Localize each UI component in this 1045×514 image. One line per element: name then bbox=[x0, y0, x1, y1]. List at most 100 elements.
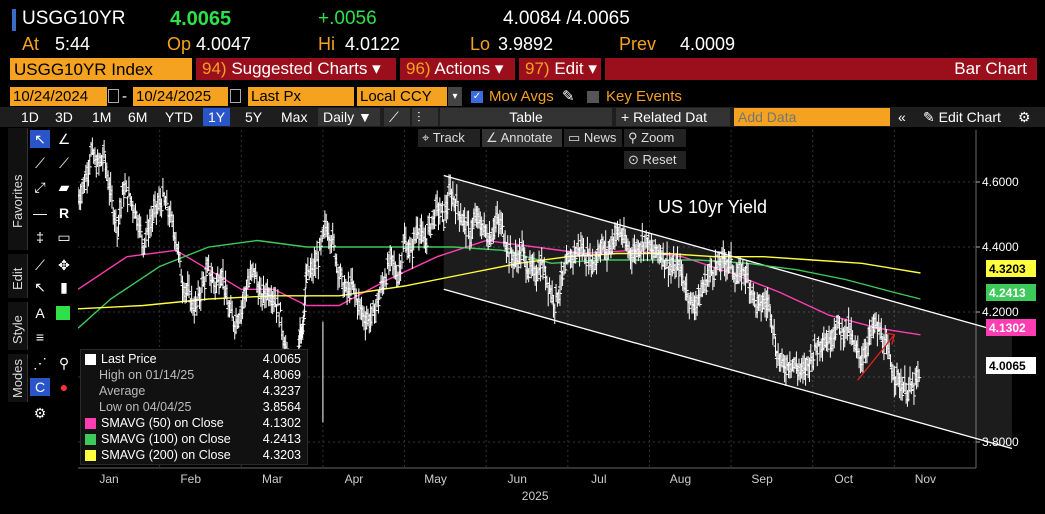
tab-style[interactable]: Style bbox=[8, 302, 28, 350]
y-tick-label: 3.8000 bbox=[982, 435, 1019, 449]
price-change: +.0056 bbox=[318, 8, 377, 29]
x-tick-label: Jun bbox=[508, 472, 527, 486]
color-swatch[interactable] bbox=[56, 306, 70, 320]
trend-channel-lower bbox=[443, 288, 1013, 450]
trendline-icon[interactable]: ⟋ bbox=[35, 155, 45, 171]
value-tag bbox=[986, 284, 1036, 301]
rectangle-icon[interactable]: ▭ bbox=[57, 229, 71, 245]
chart-title: US 10yr Yield bbox=[658, 197, 767, 217]
mov-avgs-checkbox[interactable]: ✓ bbox=[471, 91, 483, 103]
track-button[interactable]: ⌖ Track bbox=[418, 129, 480, 147]
x-tick-label: May bbox=[424, 472, 447, 486]
legend-swatch bbox=[85, 450, 96, 461]
x-tick-label: Apr bbox=[345, 472, 364, 486]
zoom-button[interactable]: ⚲ Zoom bbox=[624, 129, 686, 147]
x-tick-label: Nov bbox=[915, 472, 936, 486]
table-button[interactable]: Table bbox=[440, 108, 612, 126]
x-tick-label: Feb bbox=[180, 472, 201, 486]
period-1y[interactable]: 1Y bbox=[203, 108, 231, 126]
pen-icon[interactable]: ∠ bbox=[57, 131, 71, 147]
key-events-checkbox[interactable] bbox=[587, 91, 599, 103]
period-1d[interactable]: 1D bbox=[21, 109, 39, 125]
last-price: 4.0065 bbox=[170, 8, 232, 30]
line-style-icon[interactable]: A bbox=[35, 305, 45, 321]
edit-menu[interactable]: 97) Edit ▾ bbox=[525, 59, 597, 78]
chevron-down-icon[interactable]: ▾ bbox=[448, 87, 462, 106]
edit-chart-button[interactable]: ✎ Edit Chart bbox=[923, 109, 1001, 125]
tab-edit[interactable]: Edit bbox=[8, 254, 28, 298]
value-tag-label: 4.2413 bbox=[989, 286, 1026, 300]
at-label: At bbox=[22, 34, 40, 54]
draw-icon[interactable]: ⟋ bbox=[35, 257, 45, 273]
move-icon[interactable]: ✥ bbox=[58, 257, 70, 273]
price-chart[interactable]: US 10yr Yield 4.6000 4.4000 4.2000 3.8000 4.3… bbox=[78, 128, 1045, 514]
text-tool-icon[interactable]: R bbox=[58, 205, 70, 221]
channel-icon[interactable]: ▰ bbox=[58, 179, 70, 195]
y-tick-label: 4.2000 bbox=[982, 305, 1019, 319]
actions-menu[interactable]: 96) Actions ▾ bbox=[406, 59, 504, 78]
series-line-smavg bbox=[78, 239, 921, 336]
gear-icon[interactable]: ⚙ bbox=[33, 405, 47, 421]
bar-chart-icon[interactable]: ⫶ bbox=[412, 108, 438, 126]
cursor-icon[interactable]: ↖ bbox=[30, 130, 50, 148]
reset-button[interactable]: ⊙ Reset bbox=[624, 151, 686, 169]
period-5y[interactable]: 5Y bbox=[245, 109, 263, 125]
low-label: Lo bbox=[470, 34, 491, 54]
collapse-icon[interactable]: « bbox=[898, 109, 906, 125]
ticker-marker bbox=[12, 9, 16, 31]
line-chart-icon[interactable]: ⟋ bbox=[384, 108, 410, 126]
legend-swatch bbox=[85, 434, 96, 445]
chart-legend: Last Price 4.0065 High on 01/14/25 4.806… bbox=[80, 349, 308, 465]
legend-high: High on 01/14/25 4.8069 bbox=[99, 368, 301, 382]
magnet-icon[interactable]: ⚲ bbox=[58, 355, 70, 371]
chart-toolbar: 1D 3D 1M 6M YTD 1Y 5Y Max Daily ▼ ⟋ ⫶ Ta… bbox=[0, 107, 1045, 127]
horizontal-line-icon[interactable]: — bbox=[33, 205, 47, 221]
news-button[interactable]: ▭ News bbox=[564, 129, 622, 147]
tab-modes[interactable]: Modes bbox=[8, 354, 28, 402]
line-weight-icon[interactable]: ≡ bbox=[35, 329, 45, 345]
trend-channel-fill bbox=[443, 175, 1012, 449]
open-value: 4.0047 bbox=[196, 34, 252, 54]
start-date-field[interactable]: 10/24/2024 bbox=[10, 87, 107, 106]
gear-icon[interactable]: ⚙ bbox=[1018, 109, 1031, 125]
end-date-field[interactable]: 10/24/2025 bbox=[133, 87, 228, 106]
quote-header: USGG10YR 4.0065 +.0056 4.0084 /4.0065 bbox=[0, 6, 1045, 32]
chart-type-label[interactable]: Bar Chart bbox=[954, 59, 1027, 78]
period-max[interactable]: Max bbox=[281, 109, 308, 125]
legend-smavg-200: SMAVG (200) on Close 4.3203 bbox=[85, 448, 305, 464]
ticker[interactable]: USGG10YR bbox=[22, 8, 126, 29]
chart-canvas[interactable]: US 10yr Yield 4.6000 4.4000 4.2000 3.8000 4.3… bbox=[78, 128, 1045, 514]
x-tick-label: Mar bbox=[262, 472, 283, 486]
period-ytd[interactable]: YTD bbox=[165, 109, 193, 125]
trash-icon[interactable]: ▮ bbox=[60, 279, 68, 295]
legend-smavg-100: SMAVG (100) on Close 4.2413 bbox=[85, 432, 305, 448]
ray-icon[interactable]: ⟋ bbox=[59, 155, 69, 171]
segment-icon[interactable]: ⤢ bbox=[34, 179, 46, 195]
fib-icon[interactable]: ‡ bbox=[36, 229, 44, 245]
related-data-button[interactable]: + Related Dat bbox=[616, 108, 730, 126]
field-select[interactable]: Last Px bbox=[248, 87, 354, 106]
high-value: 4.0122 bbox=[345, 34, 401, 54]
add-data-input[interactable] bbox=[734, 108, 890, 126]
period-6m[interactable]: 6M bbox=[128, 109, 148, 125]
quote-time: 5:44 bbox=[55, 34, 91, 54]
palette-icon[interactable]: ● bbox=[59, 379, 69, 395]
security-field[interactable]: USGG10YR Index bbox=[10, 58, 192, 80]
snap-icon[interactable]: ⋰ bbox=[33, 355, 47, 371]
divider bbox=[515, 58, 519, 80]
suggested-charts-menu[interactable]: 94) Suggested Charts ▾ bbox=[202, 59, 381, 78]
pencil-icon[interactable]: ✎ bbox=[562, 88, 575, 105]
tab-favorites[interactable]: Favorites bbox=[8, 128, 28, 250]
mov-avgs-label: Mov Avgs bbox=[489, 88, 554, 105]
legend-swatch bbox=[85, 354, 96, 365]
frequency-select[interactable]: Daily ▼ bbox=[318, 108, 380, 126]
calendar-icon[interactable] bbox=[108, 89, 119, 103]
period-1m[interactable]: 1M bbox=[92, 109, 112, 125]
currency-select[interactable]: Local CCY bbox=[357, 87, 447, 106]
period-3d[interactable]: 3D bbox=[55, 109, 73, 125]
annotate-button[interactable]: ∠ Annotate bbox=[482, 129, 562, 147]
calendar-icon[interactable] bbox=[230, 89, 241, 103]
select-icon[interactable]: ↖ bbox=[34, 279, 46, 295]
mode-icon[interactable]: C bbox=[30, 378, 50, 396]
drawing-palette: Favorites Edit Style Modes ↖ ∠ ⟋ ⟋ ⤢ ▰ —… bbox=[0, 128, 78, 428]
